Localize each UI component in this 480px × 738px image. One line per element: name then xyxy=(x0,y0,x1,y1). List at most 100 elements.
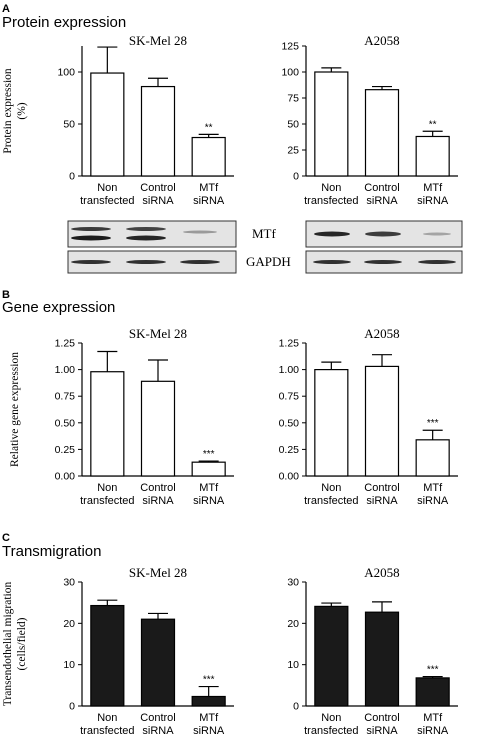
category-label: Control xyxy=(364,712,399,724)
y-tick-label: 30 xyxy=(63,577,75,589)
bar xyxy=(191,461,226,477)
bar xyxy=(191,695,226,707)
chart-title: SK-Mel 28 xyxy=(129,565,187,580)
mtf-band xyxy=(183,230,217,234)
category-label: Control xyxy=(364,182,399,194)
y-tick-label: 0.50 xyxy=(55,417,76,429)
bar xyxy=(415,135,450,177)
category-label: siRNA xyxy=(366,195,398,207)
mtf-band xyxy=(423,232,451,236)
significance-label: *** xyxy=(427,418,439,429)
chart-protein-skmel28: SK-Mel 28050100NontransfectedControlsiRN… xyxy=(2,33,234,207)
mtf-band xyxy=(71,235,111,241)
significance-label: *** xyxy=(203,675,215,686)
gapdh-band xyxy=(71,260,111,264)
bar xyxy=(415,439,450,477)
category-label: Non xyxy=(97,182,117,194)
category-label: Non xyxy=(97,712,117,724)
mtf-band xyxy=(314,231,350,237)
y-axis-label: Relative gene expression xyxy=(9,352,21,467)
category-label: MTf xyxy=(199,182,219,194)
significance-label: ** xyxy=(205,122,213,133)
y-tick-label: 25 xyxy=(287,145,299,157)
category-label: Control xyxy=(140,182,175,194)
category-label: siRNA xyxy=(417,725,449,737)
category-label: MTf xyxy=(423,712,443,724)
category-label: MTf xyxy=(423,482,443,494)
gapdh-band xyxy=(313,260,351,264)
y-tick-label: 0 xyxy=(293,171,299,183)
category-label: Control xyxy=(140,712,175,724)
y-tick-label: 20 xyxy=(287,618,299,630)
blot-bands xyxy=(71,227,456,264)
bar xyxy=(140,618,176,707)
category-label: siRNA xyxy=(417,495,449,507)
category-label: siRNA xyxy=(366,725,398,737)
chart-title: SK-Mel 28 xyxy=(129,326,187,341)
bar xyxy=(90,371,125,477)
bar xyxy=(364,365,400,477)
category-label: Non xyxy=(321,712,341,724)
gapdh-band xyxy=(180,260,220,264)
y-tick-label: 100 xyxy=(281,67,299,79)
category-label: Non xyxy=(321,482,341,494)
y-tick-label: 0.00 xyxy=(55,471,76,483)
category-label: transfected xyxy=(80,495,134,507)
gapdh-band xyxy=(418,260,456,264)
chart-gene-a2058: A2058 0.00 0.25 0.50 0.75 1.00 1.25 Nontransfec… xyxy=(279,326,458,507)
y-axis-label: (cells/field) xyxy=(16,617,28,670)
bar xyxy=(90,604,125,707)
category-label: Non xyxy=(97,482,117,494)
y-tick-label: 1.00 xyxy=(279,364,300,376)
category-label: transfected xyxy=(304,725,358,737)
category-label: siRNA xyxy=(142,195,174,207)
panel-letter-b: B xyxy=(2,289,10,301)
mtf-band xyxy=(71,227,111,231)
chart-migration-a2058: A20580102030NontransfectedControlsiRNA**… xyxy=(287,565,458,737)
blot-mtf-left xyxy=(67,220,237,248)
y-tick-label: 0.25 xyxy=(55,444,76,456)
chart-migration-skmel28: SK-Mel 280102030NontransfectedControlsiR… xyxy=(2,565,234,737)
y-tick-label: 50 xyxy=(63,119,75,131)
category-label: siRNA xyxy=(366,495,398,507)
y-tick-label: 10 xyxy=(63,659,75,671)
category-label: siRNA xyxy=(417,195,449,207)
category-label: siRNA xyxy=(142,725,174,737)
bar xyxy=(364,89,400,177)
y-tick-label: 0 xyxy=(293,701,299,713)
y-tick-label: 125 xyxy=(281,41,299,53)
category-label: Control xyxy=(364,482,399,494)
category-label: MTf xyxy=(199,482,219,494)
category-label: MTf xyxy=(199,712,219,724)
y-tick-label: 75 xyxy=(287,93,299,105)
y-tick-label: 0.25 xyxy=(279,444,300,456)
category-label: Non xyxy=(321,182,341,194)
y-tick-label: 0.75 xyxy=(279,391,300,403)
panel-letter-a: A xyxy=(2,3,10,15)
bar xyxy=(191,136,226,177)
y-tick-label: 1.25 xyxy=(55,338,76,350)
chart-gene-skmel28: SK-Mel 28 0.00 0.25 0.50 0.75 1.00 1.25 Nontran… xyxy=(9,326,234,507)
mtf-band xyxy=(365,231,401,237)
significance-label: *** xyxy=(427,665,439,676)
mtf-band xyxy=(126,227,166,231)
chart-title: A2058 xyxy=(364,326,399,341)
y-tick-label: 100 xyxy=(57,67,75,79)
significance-label: *** xyxy=(203,449,215,460)
y-tick-label: 50 xyxy=(287,119,299,131)
category-label: siRNA xyxy=(142,495,174,507)
chart-title: A2058 xyxy=(364,565,399,580)
category-label: siRNA xyxy=(193,195,225,207)
bar xyxy=(140,85,176,177)
y-axis-label: Transendothelial migration xyxy=(2,582,14,707)
y-tick-label: 30 xyxy=(287,577,299,589)
section-title-transmigration: Transmigration xyxy=(2,543,101,560)
section-title-protein: Protein expression xyxy=(2,14,126,31)
y-tick-label: 0 xyxy=(69,171,75,183)
y-tick-label: 0.50 xyxy=(279,417,300,429)
blot-label-gapdh: GAPDH xyxy=(246,254,291,269)
gapdh-band xyxy=(126,260,166,264)
bar xyxy=(314,369,349,477)
y-tick-label: 0.75 xyxy=(55,391,76,403)
